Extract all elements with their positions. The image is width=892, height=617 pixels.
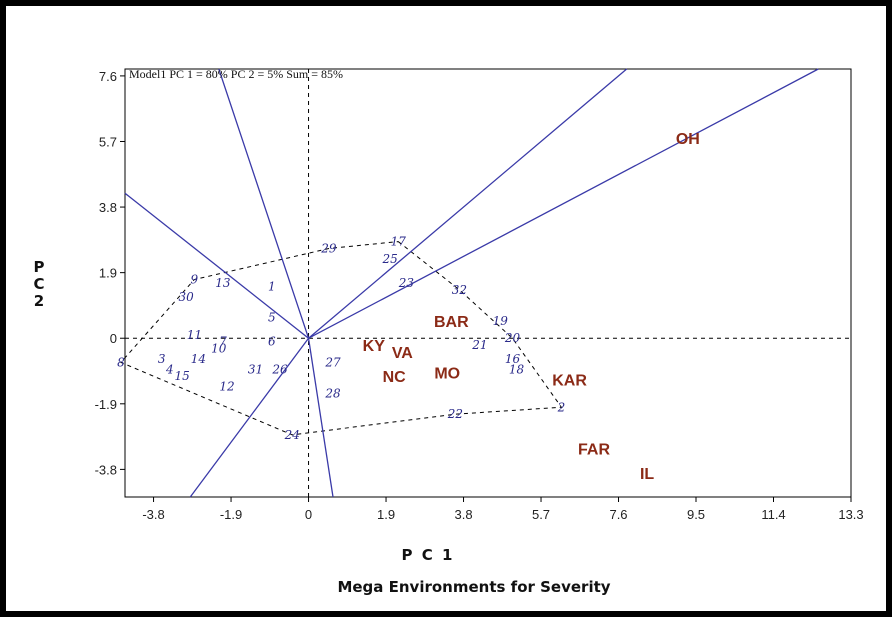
x-tick-label: -1.9 [220,507,242,522]
genotype-label-28: 28 [324,386,341,400]
model-title: Model1 PC 1 = 80% PC 2 = 5% Sum = 85% [129,67,343,81]
x-axis-title: P C 1 [402,546,455,564]
environment-label-oh: OH [676,131,700,148]
x-tick-label: 13.3 [838,507,863,522]
genotype-label-18: 18 [509,362,525,376]
y-ticks: 7.6 5.7 3.8 1.9 0 -1.9 -3.8 [95,69,125,477]
x-tick-label: 11.4 [761,507,785,522]
y-axis-title-char: P [34,258,47,276]
sector-line [307,338,334,498]
genotype-label-6: 6 [268,335,276,349]
x-ticks: -3.8 -1.9 0 1.9 3.8 5.7 7.6 9.5 11.4 13.3 [142,497,864,522]
y-tick-label: -3.8 [95,462,117,477]
x-tick-label: 0 [305,507,312,522]
genotype-label-8: 8 [117,355,125,369]
genotype-label-7: 7 [219,335,227,349]
genotype-label-26: 26 [271,362,288,376]
x-tick-label: 5.7 [532,507,550,522]
sector-line [124,192,309,339]
sector-line [218,68,310,339]
y-tick-label: 3.8 [99,200,117,215]
genotype-label-20: 20 [504,331,521,345]
genotype-label-29: 29 [320,241,337,255]
genotype-label-3: 3 [158,352,166,366]
x-tick-label: -3.8 [142,507,164,522]
genotype-label-10: 10 [211,342,227,356]
y-tick-label: 7.6 [99,69,117,84]
environment-label-nc: NC [383,369,407,386]
environment-label-il: IL [640,466,654,483]
genotype-label-17: 17 [391,235,407,249]
environment-label-va: VA [392,345,413,362]
genotype-label-27: 27 [324,355,341,369]
x-tick-label: 9.5 [687,507,705,522]
genotype-label-4: 4 [165,362,174,376]
genotype-label-19: 19 [493,314,509,328]
y-tick-label: -1.9 [95,397,117,412]
x-tick-label: 7.6 [609,507,627,522]
genotype-label-13: 13 [215,276,231,290]
genotype-label-21: 21 [471,338,487,352]
sector-line [308,68,819,339]
y-tick-label: 0 [110,331,117,346]
genotype-label-11: 11 [187,328,202,342]
genotype-label-25: 25 [381,252,397,266]
y-axis-title-char: 2 [34,292,46,310]
sector-line [189,337,310,498]
x-tick-label: 1.9 [377,507,395,522]
sector-lines [124,68,819,498]
genotype-label-24: 24 [284,428,300,442]
sector-line [308,68,628,339]
genotype-label-2: 2 [557,400,566,414]
y-tick-label: 1.9 [99,266,117,281]
biplot-chart: -3.8 -1.9 0 1.9 3.8 5.7 7.6 9.5 11.4 13.3 7.6 5.7 3… [33,67,864,596]
genotype-label-16: 16 [505,352,521,366]
reference-lines [125,69,851,497]
genotype-label-15: 15 [174,369,189,383]
genotype-label-14: 14 [191,352,206,366]
genotype-label-23: 23 [398,276,415,290]
polygon-hull [120,241,563,436]
genotype-labels: 1234567891011121314151617181920212223242… [117,235,565,442]
environment-labels: OH BAR KY VA NC MO KAR FAR IL [363,131,700,483]
y-tick-label: 5.7 [99,134,117,149]
environment-label-kar: KAR [552,373,587,390]
y-axis-title-char: C [33,275,46,293]
genotype-label-22: 22 [447,407,463,421]
genotype-label-30: 30 [179,290,195,304]
hull-polygon [120,241,563,436]
environment-label-mo: MO [434,366,460,383]
environment-label-bar: BAR [434,314,469,331]
genotype-label-31: 31 [248,362,263,376]
plot-area [124,68,852,498]
genotype-label-1: 1 [268,279,276,293]
chart-frame: -3.8 -1.9 0 1.9 3.8 5.7 7.6 9.5 11.4 13.3 7.6 5.7 3… [6,6,886,611]
genotype-label-9: 9 [191,273,199,287]
genotype-label-5: 5 [268,311,276,325]
x-tick-label: 3.8 [454,507,472,522]
environment-label-far: FAR [578,442,610,459]
genotype-label-32: 32 [452,283,467,297]
environment-label-ky: KY [363,338,386,355]
genotype-label-12: 12 [219,380,234,394]
chart-subtitle: Mega Environments for Severity [337,578,610,596]
